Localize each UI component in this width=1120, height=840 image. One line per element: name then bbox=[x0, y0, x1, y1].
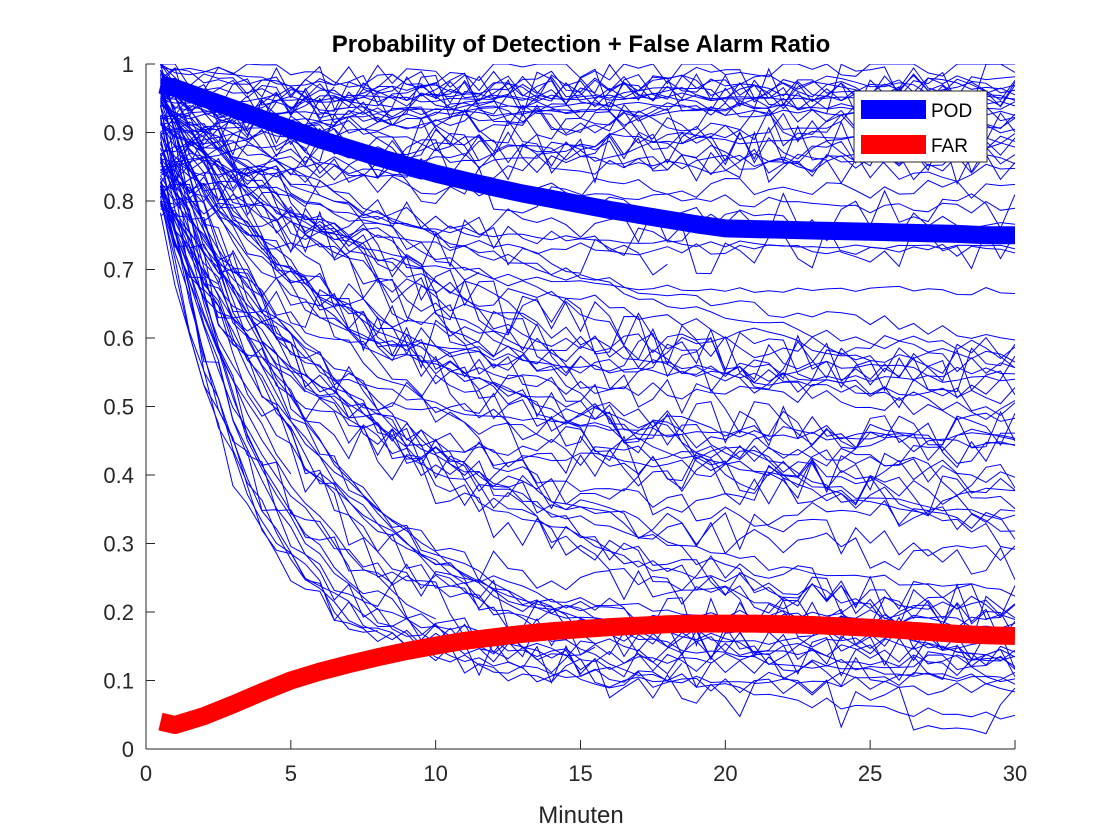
x-tick-label: 5 bbox=[285, 761, 297, 786]
individual-run-line bbox=[160, 162, 1015, 442]
y-tick-label: 0.8 bbox=[103, 189, 134, 214]
series-line-pod bbox=[158, 75, 1015, 245]
axes: 0 5 10 15 20 25 30 0 0.1 0.2 0.3 0.4 0.5 0.6 0.7 0.8 0.9… bbox=[103, 52, 1027, 786]
plot-area bbox=[158, 64, 1015, 735]
individual-run-line bbox=[160, 188, 1015, 462]
individual-run-line bbox=[160, 158, 1015, 687]
individual-run-line bbox=[160, 208, 1015, 383]
individual-run-line bbox=[160, 64, 1015, 193]
legend-far-swatch bbox=[861, 135, 926, 154]
y-tick-label: 1 bbox=[122, 52, 134, 77]
individual-run-line bbox=[160, 158, 1015, 199]
individual-run-line bbox=[160, 101, 1015, 422]
legend-pod-label: POD bbox=[931, 101, 972, 122]
individual-run-line bbox=[160, 66, 465, 95]
individual-run-line bbox=[160, 186, 1015, 485]
individual-run-line bbox=[160, 153, 378, 633]
individual-run-line bbox=[160, 77, 1015, 449]
individual-run-line bbox=[160, 95, 1015, 497]
individual-run-line bbox=[160, 143, 1015, 620]
individual-run-line bbox=[160, 70, 1015, 720]
individual-run-line bbox=[160, 123, 1015, 214]
individual-run-line bbox=[160, 161, 1015, 456]
individual-run-line bbox=[160, 175, 1015, 416]
individual-run-line bbox=[160, 97, 1015, 296]
individual-run-line bbox=[160, 69, 1015, 643]
individual-run-line bbox=[160, 103, 1015, 374]
individual-run-line bbox=[160, 203, 1015, 506]
x-tick-label: 30 bbox=[1003, 761, 1027, 786]
individual-run-line bbox=[160, 205, 1015, 562]
individual-run-line bbox=[160, 105, 1015, 667]
individual-run-line bbox=[160, 181, 1015, 629]
individual-run-line bbox=[160, 98, 1015, 378]
individual-run-line bbox=[160, 201, 1015, 531]
y-tick-label: 0.7 bbox=[103, 258, 134, 283]
individual-run-line bbox=[160, 131, 1015, 638]
individual-run-line bbox=[160, 83, 1015, 665]
individual-run-line bbox=[160, 99, 1015, 396]
x-tick-label: 25 bbox=[858, 761, 882, 786]
individual-run-line bbox=[160, 115, 1015, 685]
individual-run-line bbox=[160, 124, 1015, 250]
individual-run-line bbox=[160, 93, 1015, 540]
individual-run-line bbox=[160, 64, 1015, 97]
y-tick-label: 0.3 bbox=[103, 532, 134, 557]
individual-run-line bbox=[160, 178, 292, 475]
legend-far-label: FAR bbox=[931, 136, 968, 157]
chart-title: Probability of Detection + False Alarm R… bbox=[332, 31, 831, 58]
legend: POD FAR bbox=[853, 90, 988, 163]
individual-run-line bbox=[160, 105, 1015, 341]
individual-run-line bbox=[160, 185, 1015, 597]
individual-run-line bbox=[160, 79, 1015, 651]
y-tick-label: 0.4 bbox=[103, 463, 134, 488]
individual-run-line bbox=[160, 175, 1015, 275]
individual-run-line bbox=[160, 182, 1015, 394]
individual-run-line bbox=[160, 136, 1015, 696]
individual-run-line bbox=[160, 118, 596, 674]
individual-run-line bbox=[160, 109, 581, 168]
individual-run-line bbox=[160, 122, 1015, 383]
y-tick-label: 0.1 bbox=[103, 669, 134, 694]
series-line-far bbox=[158, 614, 1015, 734]
legend-pod-swatch bbox=[861, 100, 926, 119]
individual-run-line bbox=[160, 133, 1015, 532]
x-tick-label: 15 bbox=[568, 761, 592, 786]
y-tick-label: 0 bbox=[122, 737, 134, 762]
individual-run-line bbox=[160, 152, 1015, 181]
y-tick-label: 0.5 bbox=[103, 395, 134, 420]
mean-series bbox=[158, 75, 1015, 734]
individual-run-line bbox=[160, 74, 712, 664]
individual-run-line bbox=[160, 72, 1015, 122]
x-tick-label: 0 bbox=[140, 761, 152, 786]
individual-run-line bbox=[160, 97, 1015, 363]
individual-run-line bbox=[160, 102, 1015, 469]
y-tick-label: 0.9 bbox=[103, 121, 134, 146]
individual-run-line bbox=[160, 201, 436, 620]
x-tick-label: 10 bbox=[423, 761, 447, 786]
y-tick-label: 0.2 bbox=[103, 600, 134, 625]
x-axis-label: Minuten bbox=[538, 802, 623, 829]
individual-run-line bbox=[160, 64, 1015, 360]
individual-run-line bbox=[160, 106, 1015, 517]
individual-run-line bbox=[160, 141, 1015, 620]
x-tick-label: 20 bbox=[713, 761, 737, 786]
y-tick-label: 0.6 bbox=[103, 326, 134, 351]
